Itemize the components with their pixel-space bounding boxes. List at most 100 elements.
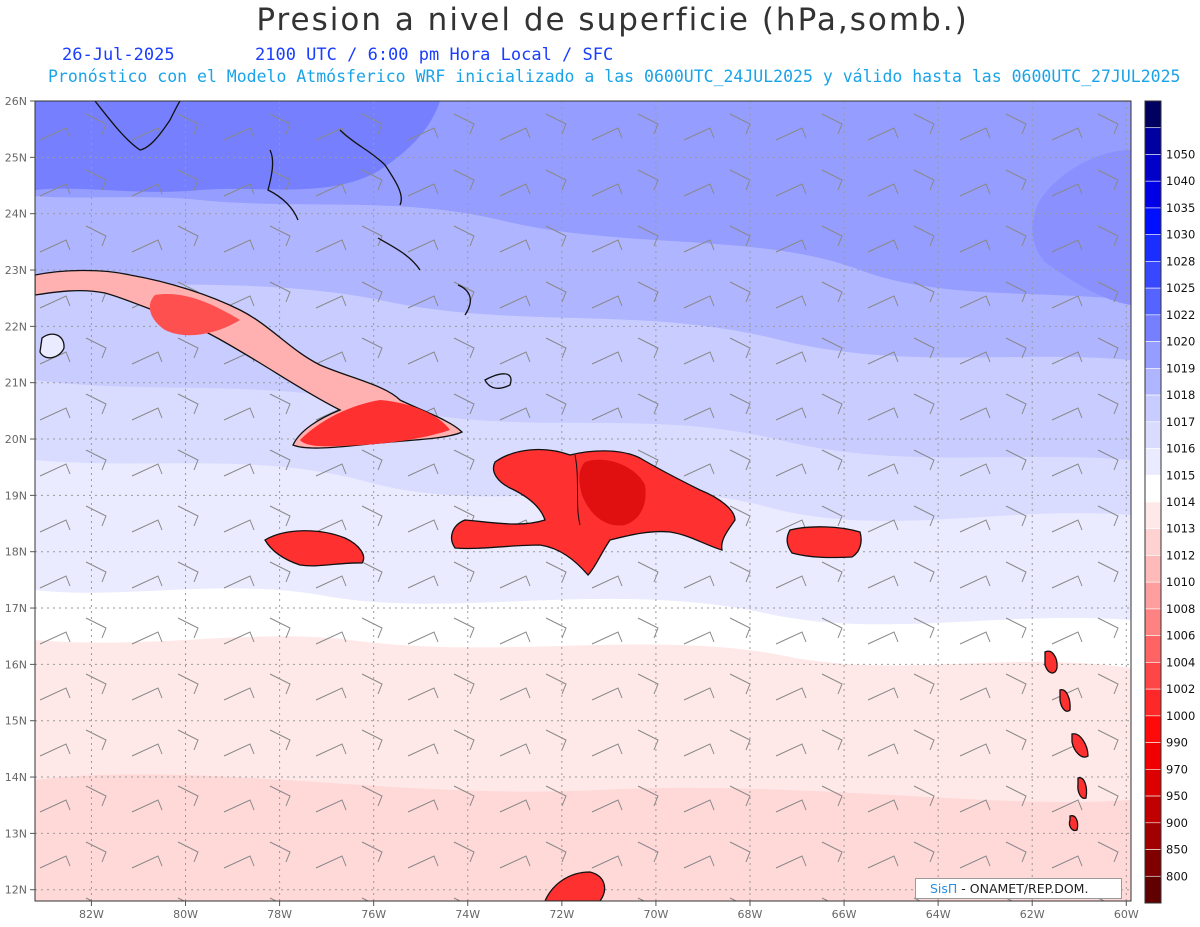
- colorbar-label: 1035: [1166, 201, 1195, 215]
- colorbar-label: 1006: [1166, 629, 1195, 643]
- colorbar-label: 1028: [1166, 254, 1195, 268]
- colorbar-swatch: [1144, 474, 1162, 503]
- isla-juventud: [39, 333, 65, 359]
- colorbar-swatch: [1144, 581, 1162, 610]
- map-title: Presion a nivel de superficie (hPa,somb.…: [256, 2, 969, 38]
- lat-tick-label: 24N: [5, 208, 27, 221]
- colorbar-label: 1008: [1166, 602, 1195, 616]
- lat-tick-label: 22N: [5, 320, 27, 333]
- colorbar-swatch: [1144, 180, 1162, 209]
- colorbar-swatch: [1144, 849, 1162, 877]
- lat-tick-label: 26N: [5, 95, 27, 108]
- colorbar-label: 1020: [1166, 335, 1195, 349]
- lon-tick-label: 76W: [361, 908, 386, 921]
- lat-tick-label: 17N: [5, 602, 27, 615]
- lat-tick-label: 18N: [5, 546, 27, 559]
- colorbar-swatch: [1144, 368, 1162, 396]
- island-st-vincent: [1068, 815, 1079, 832]
- lat-tick-label: 23N: [5, 264, 27, 277]
- hispaniola-low-core: [579, 459, 646, 526]
- colorbar-swatch: [1144, 448, 1162, 476]
- lon-tick-label: 80W: [173, 908, 198, 921]
- colorbar-label: 1040: [1166, 174, 1195, 188]
- graticule: [35, 101, 1131, 901]
- longitude-axis: 82W 80W 78W 76W 74W 72W 70W 68W 66W 64W 62W 60W: [79, 901, 1139, 921]
- haiti-dr-border: [574, 454, 581, 526]
- lon-tick-label: 66W: [832, 908, 857, 921]
- colorbar-label: 1019: [1166, 361, 1195, 375]
- lat-tick-label: 16N: [5, 658, 27, 671]
- model-subtitle: Pronóstico con el Modelo Atmósferico WRF…: [48, 67, 1181, 86]
- colorbar-swatch: [1144, 287, 1162, 316]
- colorbar-label: 1013: [1166, 522, 1195, 536]
- colorbar-swatch: [1144, 769, 1162, 797]
- bahamas-inagua: [457, 284, 471, 316]
- lon-tick-label: 64W: [926, 908, 951, 921]
- lat-tick-label: 13N: [5, 827, 27, 840]
- map-area: [35, 101, 1131, 901]
- colorbar-swatch: [1144, 822, 1162, 850]
- colorbar-swatch: [1144, 421, 1162, 449]
- colorbar-swatch: [1144, 742, 1162, 770]
- colorbar-swatch: [1144, 314, 1162, 342]
- colorbar-swatch: [1144, 715, 1162, 743]
- colorbar-label: 1000: [1166, 709, 1195, 723]
- forecast-date: 26-Jul-2025: [62, 45, 175, 65]
- lon-tick-label: 82W: [79, 908, 104, 921]
- colorbar-swatch: [1144, 394, 1162, 423]
- colorbar-label: 1002: [1166, 682, 1195, 696]
- colorbar-label: 1018: [1166, 388, 1195, 402]
- lon-tick-label: 74W: [455, 908, 480, 921]
- island-st-lucia: [1077, 777, 1088, 799]
- jamaica: [264, 530, 365, 567]
- pressure-colorbar: 1050 1040 1035 1030 1028 1025 1022 1020 1019 1018…: [1144, 100, 1195, 904]
- map-frame: [34, 100, 1132, 902]
- lon-tick-label: 60W: [1114, 908, 1139, 921]
- coastlines: [35, 101, 1089, 901]
- island-dominica: [1059, 689, 1071, 712]
- island-martinique: [1071, 733, 1089, 758]
- lon-tick-label: 62W: [1020, 908, 1045, 921]
- lat-tick-label: 20N: [5, 433, 27, 446]
- colorbar-label: 970: [1166, 762, 1188, 776]
- colorbar-label: 1015: [1166, 468, 1195, 482]
- colorbar-label: 950: [1166, 789, 1188, 803]
- lon-tick-label: 78W: [267, 908, 292, 921]
- colorbar-label: 850: [1166, 843, 1188, 857]
- colorbar-swatch: [1144, 635, 1162, 663]
- credit-box: SisΠ - ONAMET/REP.DOM.: [915, 878, 1122, 899]
- colorbar-swatch: [1144, 261, 1162, 289]
- credit-brand: SisΠ: [930, 881, 958, 896]
- colorbar-label: 1010: [1166, 575, 1195, 589]
- latitude-axis: 26N 25N 24N 23N 22N 21N 20N 19N 18N 17N 16N 15N 14N 1…: [5, 95, 35, 897]
- colorbar-swatch: [1144, 207, 1162, 235]
- colorbar-swatch: [1144, 234, 1162, 262]
- bahamas-long-island: [377, 237, 421, 271]
- guajira-peninsula: [544, 871, 606, 901]
- lon-tick-label: 70W: [643, 908, 668, 921]
- colorbar-swatch: [1144, 688, 1162, 717]
- lon-tick-label: 68W: [738, 908, 763, 921]
- colorbar-swatch: [1144, 154, 1162, 182]
- colorbar-swatch: [1144, 608, 1162, 636]
- colorbar-label: 1022: [1166, 308, 1195, 322]
- colorbar-label: 990: [1166, 736, 1188, 750]
- cuba-low-east: [300, 400, 450, 447]
- colorbar-swatch: [1144, 341, 1162, 369]
- island-guadeloupe: [1044, 650, 1058, 674]
- cuba-low-west: [149, 294, 240, 336]
- credit-text: - ONAMET/REP.DOM.: [957, 881, 1089, 896]
- colorbar-label: 1030: [1166, 228, 1195, 242]
- colorbar-label: 1004: [1166, 655, 1195, 669]
- colorbar-frame: [1144, 100, 1162, 904]
- valid-time: 2100 UTC / 6:00 pm Hora Local / SFC: [255, 45, 614, 65]
- colorbar-label: 800: [1166, 869, 1188, 883]
- lat-tick-label: 19N: [5, 489, 27, 502]
- colorbar-swatch: [1144, 795, 1162, 824]
- colorbar-swatch: [1144, 555, 1162, 583]
- colorbar-swatch: [1144, 127, 1162, 155]
- colorbar-label: 1025: [1166, 281, 1195, 295]
- colorbar-label: 1014: [1166, 495, 1195, 509]
- colorbar-label: 1050: [1166, 147, 1195, 161]
